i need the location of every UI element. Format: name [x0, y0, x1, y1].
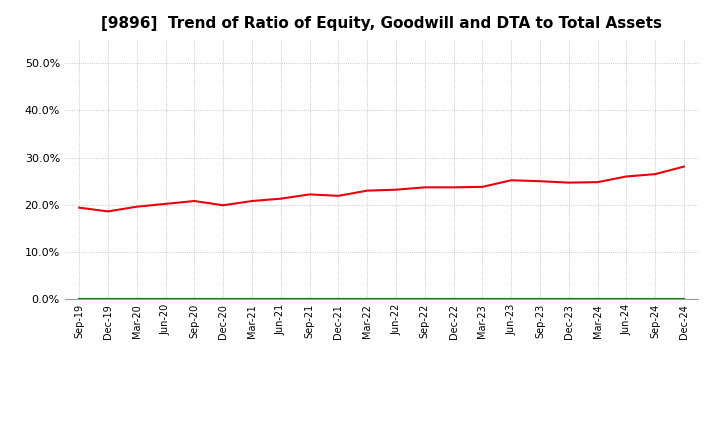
- Goodwill: [219, 296, 228, 301]
- Goodwill: [651, 296, 660, 301]
- Goodwill: [104, 296, 112, 301]
- Deferred Tax Assets: [507, 297, 516, 302]
- Deferred Tax Assets: [651, 297, 660, 302]
- Deferred Tax Assets: [104, 297, 112, 302]
- Equity: [622, 174, 631, 179]
- Goodwill: [305, 296, 314, 301]
- Equity: [680, 164, 688, 169]
- Goodwill: [622, 296, 631, 301]
- Equity: [536, 179, 544, 184]
- Goodwill: [507, 296, 516, 301]
- Goodwill: [536, 296, 544, 301]
- Goodwill: [593, 296, 602, 301]
- Equity: [449, 185, 458, 190]
- Deferred Tax Assets: [161, 297, 170, 302]
- Equity: [564, 180, 573, 185]
- Goodwill: [75, 296, 84, 301]
- Goodwill: [190, 296, 199, 301]
- Deferred Tax Assets: [680, 297, 688, 302]
- Goodwill: [276, 296, 285, 301]
- Deferred Tax Assets: [478, 297, 487, 302]
- Goodwill: [392, 296, 400, 301]
- Goodwill: [161, 296, 170, 301]
- Deferred Tax Assets: [219, 297, 228, 302]
- Goodwill: [248, 296, 256, 301]
- Deferred Tax Assets: [593, 297, 602, 302]
- Deferred Tax Assets: [420, 297, 429, 302]
- Equity: [161, 201, 170, 206]
- Goodwill: [680, 296, 688, 301]
- Equity: [593, 180, 602, 185]
- Equity: [104, 209, 112, 214]
- Deferred Tax Assets: [564, 297, 573, 302]
- Deferred Tax Assets: [392, 297, 400, 302]
- Goodwill: [478, 296, 487, 301]
- Equity: [305, 192, 314, 197]
- Equity: [75, 205, 84, 210]
- Equity: [334, 193, 343, 198]
- Deferred Tax Assets: [248, 297, 256, 302]
- Deferred Tax Assets: [622, 297, 631, 302]
- Equity: [363, 188, 372, 193]
- Equity: [651, 172, 660, 177]
- Deferred Tax Assets: [190, 297, 199, 302]
- Deferred Tax Assets: [305, 297, 314, 302]
- Deferred Tax Assets: [276, 297, 285, 302]
- Deferred Tax Assets: [449, 297, 458, 302]
- Goodwill: [564, 296, 573, 301]
- Goodwill: [420, 296, 429, 301]
- Deferred Tax Assets: [75, 297, 84, 302]
- Equity: [248, 198, 256, 204]
- Equity: [478, 184, 487, 190]
- Equity: [219, 203, 228, 208]
- Equity: [190, 198, 199, 204]
- Equity: [420, 185, 429, 190]
- Deferred Tax Assets: [132, 297, 141, 302]
- Goodwill: [363, 296, 372, 301]
- Equity: [276, 196, 285, 202]
- Equity: [132, 204, 141, 209]
- Goodwill: [334, 296, 343, 301]
- Equity: [507, 178, 516, 183]
- Equity: [392, 187, 400, 192]
- Deferred Tax Assets: [334, 297, 343, 302]
- Line: Equity: Equity: [79, 167, 684, 211]
- Title: [9896]  Trend of Ratio of Equity, Goodwill and DTA to Total Assets: [9896] Trend of Ratio of Equity, Goodwil…: [101, 16, 662, 32]
- Deferred Tax Assets: [536, 297, 544, 302]
- Deferred Tax Assets: [363, 297, 372, 302]
- Goodwill: [132, 296, 141, 301]
- Goodwill: [449, 296, 458, 301]
